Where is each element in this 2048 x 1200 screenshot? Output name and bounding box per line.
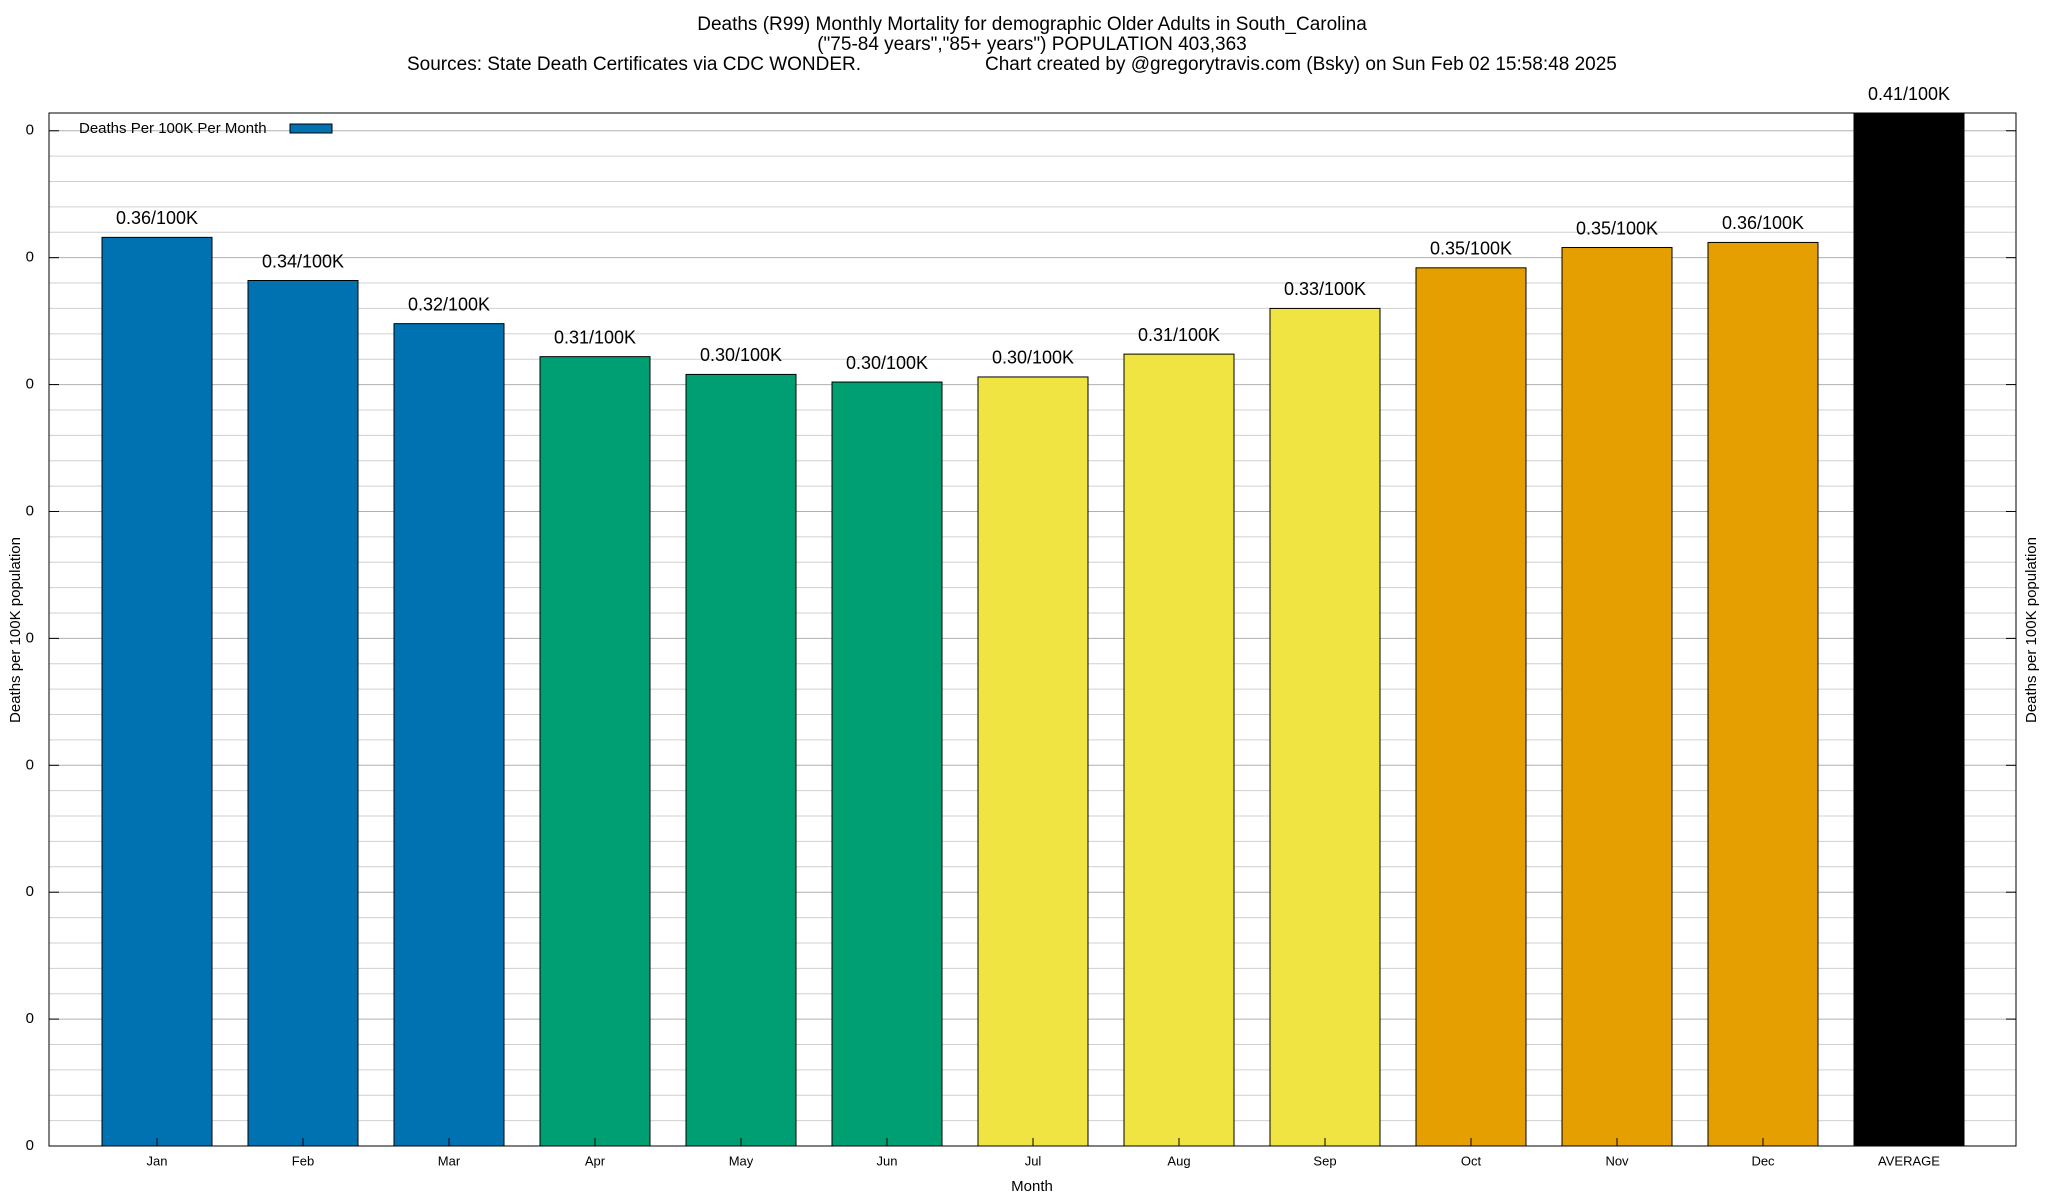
x-tick-label: Mar xyxy=(438,1153,461,1168)
value-label: 0.32/100K xyxy=(408,294,490,314)
plot-frame xyxy=(48,112,2017,1147)
y-axis-label: Deaths per 100K population xyxy=(7,537,24,723)
legend-label: Deaths Per 100K Per Month xyxy=(79,120,267,137)
x-tick-label: Dec xyxy=(1751,1153,1775,1168)
x-tick-label: May xyxy=(729,1153,754,1168)
value-label: 0.35/100K xyxy=(1576,218,1658,238)
value-label: 0.30/100K xyxy=(992,348,1074,368)
y-tick-label: 0 xyxy=(26,376,34,393)
x-tick-label: Nov xyxy=(1605,1153,1629,1168)
bar xyxy=(1123,353,1235,1146)
y2-axis-label: Deaths per 100K population xyxy=(2023,537,2040,723)
x-tick-label: Sep xyxy=(1313,1153,1336,1168)
bars xyxy=(101,113,1965,1146)
x-tick-label: Jul xyxy=(1025,1153,1042,1168)
value-label: 0.36/100K xyxy=(1722,213,1804,233)
x-tick-label: AVERAGE xyxy=(1878,1153,1940,1168)
bar xyxy=(1415,267,1527,1146)
bar xyxy=(247,280,359,1146)
value-label: 0.36/100K xyxy=(116,208,198,228)
value-label: 0.31/100K xyxy=(1138,325,1220,345)
bar xyxy=(831,381,943,1146)
y-tick-label: 0 xyxy=(26,122,34,139)
x-axis-label: Month xyxy=(1011,1178,1053,1195)
y-tick-label: 0 xyxy=(26,1010,34,1027)
bar xyxy=(977,376,1089,1146)
x-tick-label: Jun xyxy=(877,1153,898,1168)
y-tick-label: 0 xyxy=(26,502,34,519)
sources: Sources: State Death Certificates via CD… xyxy=(407,54,861,75)
bar xyxy=(685,373,797,1146)
bar xyxy=(1561,247,1673,1146)
chart-title: Deaths (R99) Monthly Mortality for demog… xyxy=(697,14,1367,35)
x-tick-label: Feb xyxy=(292,1153,314,1168)
value-label: 0.33/100K xyxy=(1284,279,1366,299)
bar xyxy=(1269,307,1381,1146)
y-tick-label: 0 xyxy=(26,249,34,266)
bar xyxy=(1707,241,1819,1146)
value-label: 0.30/100K xyxy=(700,345,782,365)
value-label: 0.34/100K xyxy=(262,251,344,271)
bar xyxy=(101,236,213,1146)
bar xyxy=(393,323,505,1146)
value-label: 0.35/100K xyxy=(1430,239,1512,259)
x-tick-label: Oct xyxy=(1461,1153,1482,1168)
value-label: 0.41/100K xyxy=(1868,84,1950,104)
y-tick-label: 0 xyxy=(26,756,34,773)
y-tick-label: 0 xyxy=(26,1137,34,1154)
y-tick-label: 0 xyxy=(26,629,34,646)
y-tick-label: 0 xyxy=(26,883,34,900)
x-tick-label: Apr xyxy=(585,1153,606,1168)
value-label: 0.30/100K xyxy=(846,353,928,373)
x-tick-label: Jan xyxy=(147,1153,168,1168)
value-label: 0.31/100K xyxy=(554,327,636,347)
bar xyxy=(1853,113,1965,1146)
legend-swatch xyxy=(289,123,333,134)
chart-subtitle: ("75-84 years","85+ years") POPULATION 4… xyxy=(817,34,1247,55)
bar xyxy=(539,356,651,1146)
credit: Chart created by @gregorytravis.com (Bsk… xyxy=(985,54,1617,75)
x-tick-label: Aug xyxy=(1167,1153,1190,1168)
